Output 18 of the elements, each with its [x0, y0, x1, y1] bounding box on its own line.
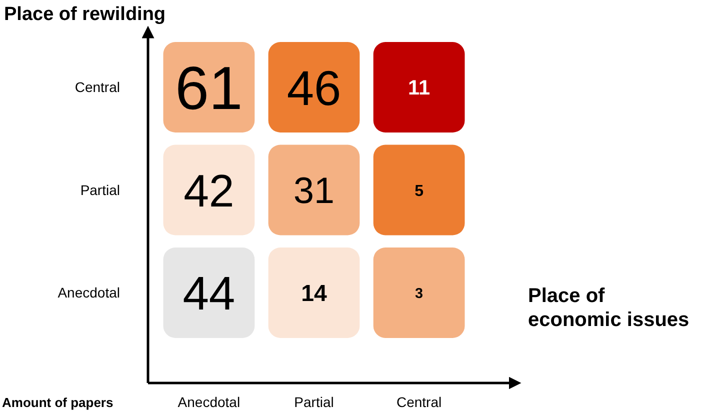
- data-label: 31: [294, 170, 334, 212]
- text: Amount of papers: [2, 395, 114, 410]
- y-tick-label: Anecdotal: [58, 284, 120, 301]
- data-label: 3: [415, 286, 424, 302]
- y-tick-label: Partial: [80, 182, 120, 198]
- data-label: 14: [301, 280, 327, 306]
- data-label: 46: [286, 62, 342, 116]
- x-tick-label: Anecdotal: [178, 394, 240, 410]
- x-tick-label: Partial: [294, 394, 334, 410]
- data-label: 42: [184, 165, 234, 216]
- data-label: 11: [408, 76, 430, 100]
- x-tick-label: Central: [396, 394, 442, 410]
- y-tick-label: Central: [74, 79, 120, 96]
- data-label: 61: [175, 54, 243, 122]
- x-axis-title: Place of economic issues: [528, 285, 690, 331]
- data-label: 5: [414, 182, 424, 200]
- chart-title: Place of rewilding: [4, 4, 166, 25]
- data-label: 44: [182, 268, 236, 321]
